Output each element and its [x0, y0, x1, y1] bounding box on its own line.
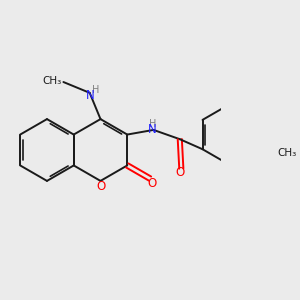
Text: H: H [149, 119, 156, 129]
Text: O: O [147, 177, 157, 190]
Text: N: N [86, 89, 95, 102]
Text: CH₃: CH₃ [42, 76, 62, 86]
Text: O: O [176, 166, 185, 179]
Text: H: H [92, 85, 100, 95]
Text: O: O [97, 180, 106, 193]
Text: CH₃: CH₃ [277, 148, 296, 158]
Text: N: N [148, 123, 157, 136]
